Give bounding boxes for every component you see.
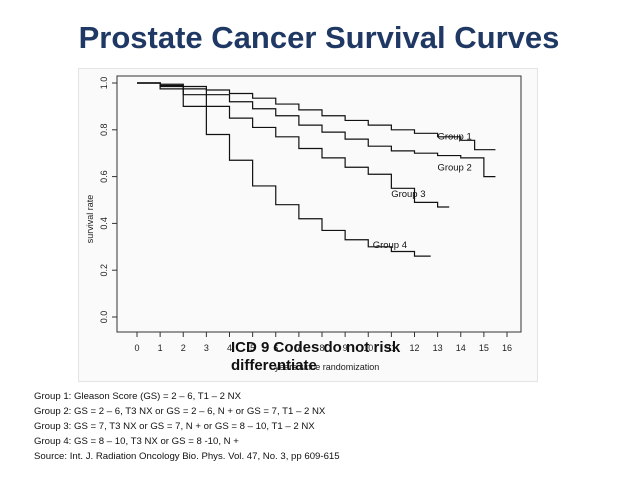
note-group-1: Group 1: Gleason Score (GS) = 2 – 6, T1 …: [34, 391, 241, 402]
y-tick-label: 1.0: [99, 77, 109, 90]
x-tick-label: 12: [409, 343, 419, 353]
series-layer: [137, 82, 496, 257]
x-tick-label: 6: [273, 343, 278, 353]
series-line-group-2: [137, 82, 496, 178]
x-tick-label: 10: [363, 343, 373, 353]
x-tick-label: 7: [296, 343, 301, 353]
legend-label-group-3: Group 3: [391, 189, 425, 200]
note-group-2: Group 2: GS = 2 – 6, T3 NX or GS = 2 – 6…: [34, 406, 326, 417]
survival-chart-figure: 0.0 0.2 0.4 0.6 0.8 1.0 0 1 2 3 4 5 6 7 8 9 10 11 12 13 14 1…: [78, 68, 538, 382]
x-tick-label: 14: [456, 343, 466, 353]
plot-frame: [116, 75, 522, 333]
group-notes: Group 1: Gleason Score (GS) = 2 – 6, T1 …: [34, 389, 634, 464]
x-axis: 0 1 2 3 4 5 6 7 8 9 10 11 12 13 14 15 16: [134, 332, 512, 353]
x-tick-label: 16: [502, 343, 512, 353]
y-tick-label: 0.8: [99, 124, 109, 137]
note-group-3: Group 3: GS = 7, T3 NX or GS = 7, N + or…: [34, 421, 315, 432]
y-tick-label: 0.4: [99, 217, 109, 230]
x-tick-label: 5: [250, 343, 255, 353]
x-tick-label: 13: [433, 343, 443, 353]
x-tick-label: 0: [134, 343, 139, 353]
x-tick-label: 11: [387, 343, 396, 353]
series-line-group-4: [137, 82, 431, 257]
group-labels: Group 1 Group 2 Group 3 Group 4: [373, 132, 472, 251]
y-tick-label: 0.6: [99, 170, 109, 183]
y-tick-label: 0.0: [99, 311, 109, 324]
x-axis-label: years since randomization: [275, 362, 380, 372]
note-source: Source: Int. J. Radiation Oncology Bio. …: [34, 451, 340, 462]
x-tick-label: 4: [227, 343, 232, 353]
x-tick-label: 9: [343, 343, 348, 353]
survival-chart: 0.00.20.40.60.81.0 0 1 2 3 4 5 6 7 8 9 10 11 12 13 14 1…: [85, 75, 522, 372]
annotation-text: ICD 9 Codes do not risk differentiate: [231, 339, 401, 374]
series-line-group-3: [137, 82, 450, 208]
x-tick-label: 15: [479, 343, 489, 353]
y-axis-label: survival rate: [85, 195, 95, 244]
x-tick-label: 3: [204, 343, 209, 353]
x-tick-label: 8: [319, 343, 324, 353]
series-line-group-1: [137, 82, 496, 151]
x-tick-label: 2: [181, 343, 186, 353]
note-group-4: Group 4: GS = 8 – 10, T3 NX or GS = 8 -1…: [34, 436, 239, 447]
x-tick-label: 1: [158, 343, 163, 353]
legend-label-group-1: Group 1: [437, 132, 471, 143]
y-axis: 0.0 0.2 0.4 0.6 0.8 1.0: [99, 77, 117, 324]
legend-label-group-2: Group 2: [437, 163, 471, 174]
y-tick-label: 0.2: [99, 264, 109, 277]
slide-title: Prostate Cancer Survival Curves: [78, 20, 560, 55]
legend-label-group-4: Group 4: [373, 240, 407, 251]
